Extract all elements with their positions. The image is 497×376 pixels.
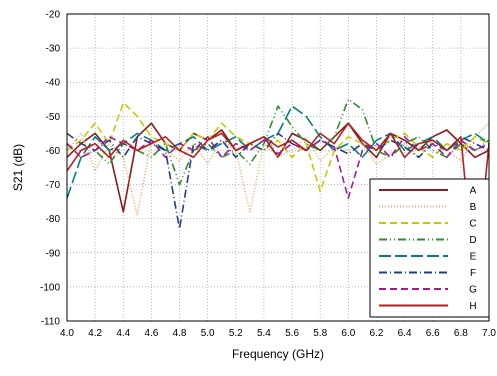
legend-label-b: B [470, 202, 477, 213]
y-tick-label: -100 [40, 282, 60, 293]
x-tick-label: 5.0 [201, 328, 215, 339]
x-tick-label: 7.0 [482, 328, 496, 339]
x-tick-label: 6.4 [398, 328, 412, 339]
x-tick-labels: 4.0 4.2 4.4 4.6 4.8 5.0 5.2 5.4 5.6 5.8 6.0 6.2 6.4 6… [60, 328, 496, 339]
plot-frame [66, 13, 490, 322]
series-line-h [66, 122, 490, 288]
x-tick-label: 4.8 [173, 328, 187, 339]
x-tick-label: 4.6 [144, 328, 158, 339]
x-tick-label: 5.4 [257, 328, 271, 339]
y-tick-label: -60 [46, 146, 61, 157]
legend-label-e: E [470, 252, 477, 263]
legend-label-g: G [469, 285, 477, 296]
y-tick-label: -70 [46, 180, 61, 191]
legend-label-d: D [469, 235, 476, 246]
legend-label-a: A [470, 186, 477, 197]
y-tick-label: -40 [46, 78, 61, 89]
x-tick-label: 4.2 [88, 328, 102, 339]
y-tick-label: -110 [41, 317, 61, 328]
y-tick-labels: -20 -30 -40 -50 -60 -70 -80 -90 -100 -110 [40, 10, 60, 328]
y-tick-label: -20 [46, 10, 61, 21]
y-tick-label: -50 [46, 112, 61, 123]
x-axis-label: Frequency (GHz) [232, 347, 324, 361]
y-tick-label: -80 [46, 214, 61, 225]
x-tick-label: 5.6 [285, 328, 299, 339]
x-tick-label: 5.2 [229, 328, 243, 339]
y-tick-label: -90 [46, 248, 61, 259]
legend-label-c: C [469, 219, 476, 230]
legend-box [369, 178, 490, 318]
series-line-g [66, 136, 490, 199]
x-tick-label: 6.8 [454, 328, 468, 339]
x-tick-label: 6.0 [341, 328, 355, 339]
legend-label-h: H [469, 301, 476, 312]
y-axis-label: S21 (dB) [11, 144, 25, 191]
x-tick-label: 6.2 [370, 328, 384, 339]
series-line-f [66, 132, 490, 230]
x-tick-label: 4.4 [116, 328, 130, 339]
series-layer [66, 98, 490, 288]
x-tick-label: 6.6 [426, 328, 440, 339]
x-tick-label: 4.0 [60, 328, 74, 339]
series-line-c [66, 101, 490, 193]
x-tick-label: 5.8 [313, 328, 327, 339]
legend-label-f: F [470, 268, 476, 279]
y-tick-label: -30 [46, 44, 61, 55]
